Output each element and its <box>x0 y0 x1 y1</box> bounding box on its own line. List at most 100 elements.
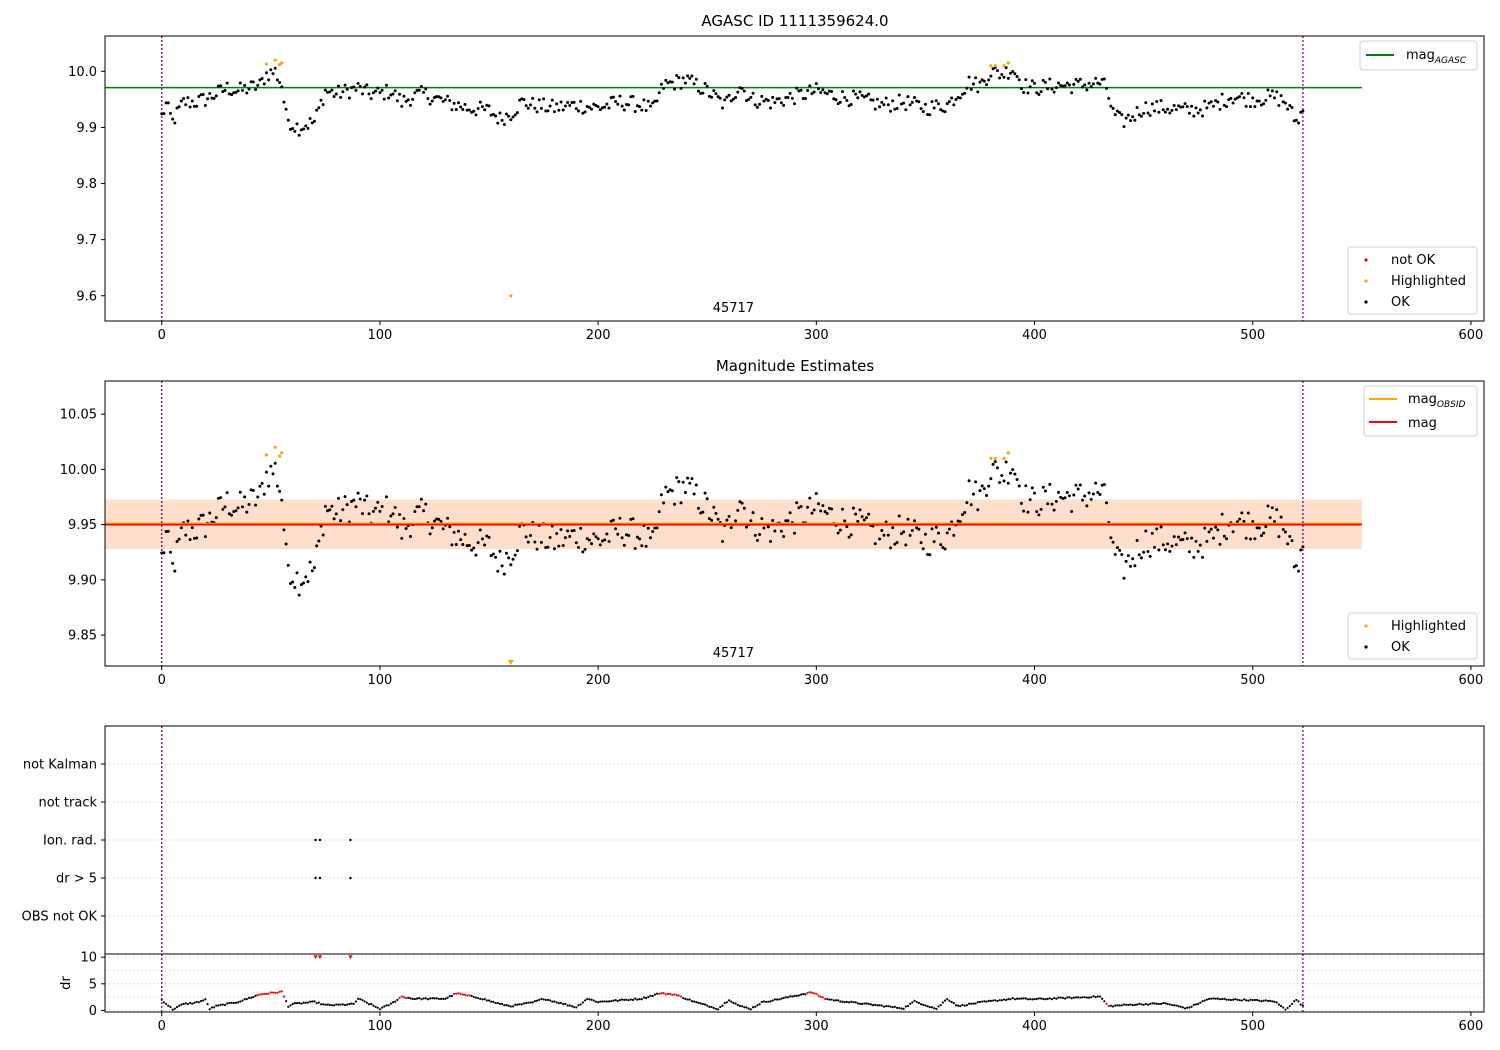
data-point-ok <box>380 88 384 92</box>
data-point-ok <box>1035 91 1039 95</box>
data-point-ok <box>952 103 956 107</box>
data-point-ok <box>317 539 321 543</box>
dr-point <box>970 1002 973 1005</box>
data-point-ok <box>391 512 395 516</box>
data-point-ok <box>1028 85 1032 89</box>
dr-point-offscale <box>317 955 322 960</box>
data-point-ok <box>238 490 242 494</box>
data-point-ok <box>915 526 919 530</box>
data-point-ok <box>851 89 855 93</box>
data-point-highlighted <box>273 445 277 449</box>
data-point-ok <box>1161 543 1165 547</box>
data-point-ok <box>1290 539 1294 543</box>
dr-point <box>230 1001 233 1004</box>
data-point-ok <box>1187 111 1191 115</box>
data-point-ok <box>581 111 585 115</box>
dr-point <box>1009 998 1012 1001</box>
data-point-ok <box>587 105 591 109</box>
data-point-ok <box>336 496 340 500</box>
data-point-ok <box>967 479 971 483</box>
dr-point <box>361 999 364 1002</box>
data-point-ok <box>622 543 626 547</box>
data-point-ok <box>1216 100 1220 104</box>
dr-point <box>933 1007 936 1010</box>
data-point-ok <box>509 118 513 122</box>
data-point-ok <box>1083 83 1087 87</box>
data-point-ok <box>515 111 519 115</box>
dr-point <box>911 1001 914 1004</box>
data-point-ok <box>1026 510 1030 514</box>
data-point-ok <box>561 544 565 548</box>
dr-point <box>498 1002 502 1005</box>
data-point-ok <box>221 507 225 511</box>
data-point-ok <box>594 535 598 539</box>
dr-point-flagged <box>666 992 670 996</box>
dr-point <box>221 1003 224 1006</box>
dr-point <box>961 1003 964 1007</box>
data-point-ok <box>762 526 766 530</box>
dr-point-flagged <box>267 992 270 995</box>
data-point-ok <box>662 501 666 505</box>
data-point-ok <box>439 519 443 523</box>
data-point-ok <box>1196 549 1200 553</box>
data-point-ok <box>367 512 371 516</box>
dr-point <box>525 1001 528 1005</box>
data-point-ok <box>655 99 659 103</box>
data-point-ok <box>1235 520 1239 524</box>
data-point-ok <box>705 84 709 88</box>
data-point-ok <box>583 547 587 551</box>
data-point-ok <box>1294 118 1298 122</box>
data-point-ok <box>284 542 288 546</box>
data-point-ok <box>760 94 764 98</box>
dr-point-flagged <box>258 993 262 996</box>
dr-point <box>854 1001 857 1004</box>
data-point-ok <box>203 535 207 539</box>
data-point-ok <box>552 110 556 114</box>
dr-point <box>422 997 425 1000</box>
dr-point <box>232 1001 235 1005</box>
data-point-ok <box>845 525 849 529</box>
dr-point <box>243 998 246 1001</box>
data-point-ok <box>1233 97 1237 101</box>
data-point-highlighted-offscale <box>507 660 514 665</box>
dr-point <box>919 1003 923 1006</box>
flag-row-label: OBS not OK <box>22 910 98 925</box>
data-point-highlighted <box>993 64 997 68</box>
data-point-ok <box>483 543 487 547</box>
data-point-ok <box>729 526 733 530</box>
dr-point <box>1297 1000 1300 1003</box>
dr-point <box>1153 1002 1156 1005</box>
data-point-ok <box>371 91 375 95</box>
data-point-ok <box>686 476 690 480</box>
dr-point <box>1229 998 1232 1002</box>
dr-point <box>878 1004 881 1007</box>
data-point-ok <box>345 87 349 91</box>
data-point-ok <box>393 505 397 509</box>
dr-point <box>1203 999 1206 1002</box>
dr-point <box>306 1001 310 1004</box>
dr-point <box>939 1003 942 1007</box>
dr-point <box>378 1008 382 1011</box>
data-point-ok <box>683 81 687 85</box>
data-point-ok <box>843 96 847 100</box>
data-point-ok <box>302 127 306 131</box>
data-point-ok <box>858 508 862 512</box>
dr-point <box>998 999 1001 1002</box>
data-point-ok <box>716 95 720 99</box>
dr-point <box>247 996 251 999</box>
data-point-ok <box>240 505 244 509</box>
data-point-ok <box>459 538 463 542</box>
data-point-ok <box>605 102 609 106</box>
data-point-ok <box>328 90 332 94</box>
data-point-ok <box>1244 104 1248 108</box>
data-point-ok <box>707 517 711 521</box>
dr-point <box>1269 999 1272 1002</box>
dr-point <box>339 1003 342 1006</box>
dr-point <box>533 1000 536 1003</box>
dr-point <box>365 1001 368 1004</box>
dr-point <box>751 1006 755 1009</box>
data-point-ok <box>1170 108 1174 112</box>
data-point-ok <box>1131 115 1135 119</box>
dr-point <box>642 996 646 999</box>
data-point-ok <box>878 537 882 541</box>
